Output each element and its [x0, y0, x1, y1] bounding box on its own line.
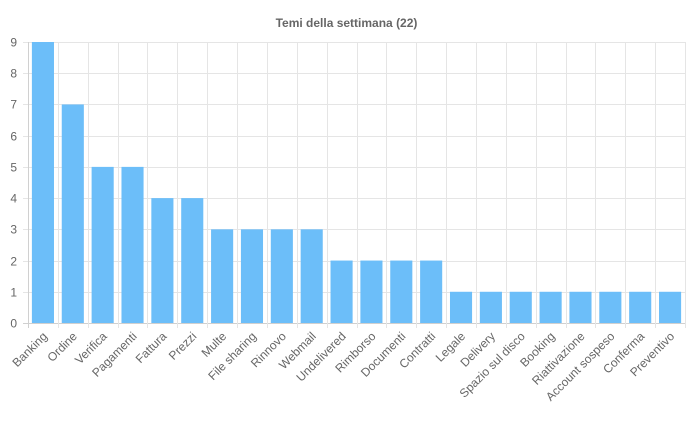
- chart-title: Temi della settimana (22): [276, 16, 418, 30]
- bar[interactable]: [569, 291, 592, 323]
- y-tick-label: 6: [10, 130, 17, 144]
- bar[interactable]: [300, 229, 323, 323]
- bar[interactable]: [270, 229, 293, 323]
- y-tick-label: 1: [10, 286, 17, 300]
- bar[interactable]: [31, 42, 54, 323]
- y-tick-label: 0: [10, 317, 17, 331]
- bar[interactable]: [330, 260, 353, 323]
- bar[interactable]: [61, 104, 84, 323]
- bar[interactable]: [151, 198, 174, 323]
- bar[interactable]: [181, 198, 204, 323]
- x-tick-label: Banking: [9, 329, 50, 370]
- bar[interactable]: [91, 166, 114, 323]
- bar[interactable]: [360, 260, 383, 323]
- bar[interactable]: [449, 291, 473, 323]
- x-tick-label: Fattura: [133, 329, 170, 366]
- y-tick-label: 3: [10, 223, 17, 237]
- bar[interactable]: [659, 291, 682, 323]
- y-tick-label: 5: [10, 161, 17, 175]
- bar[interactable]: [509, 291, 532, 323]
- bar[interactable]: [211, 229, 234, 323]
- y-tick-label: 2: [10, 255, 17, 269]
- bar[interactable]: [420, 260, 443, 323]
- bar[interactable]: [240, 229, 264, 323]
- y-tick-label: 9: [10, 36, 17, 50]
- bar[interactable]: [629, 291, 652, 323]
- x-axis: BankingOrdineVerificaPagamentiFatturaPre…: [9, 329, 677, 404]
- y-axis: 0 1 2 3 4 5 6 7 8 9: [10, 36, 17, 331]
- bar[interactable]: [121, 166, 144, 323]
- y-tick-label: 8: [10, 67, 17, 81]
- x-tick-label: Prezzi: [166, 329, 199, 362]
- y-tick-label: 7: [10, 98, 17, 112]
- y-tick-label: 4: [10, 192, 17, 206]
- bar[interactable]: [390, 260, 413, 323]
- bars: [31, 42, 682, 323]
- bar[interactable]: [479, 291, 502, 323]
- bar[interactable]: [599, 291, 622, 323]
- bar[interactable]: [539, 291, 562, 323]
